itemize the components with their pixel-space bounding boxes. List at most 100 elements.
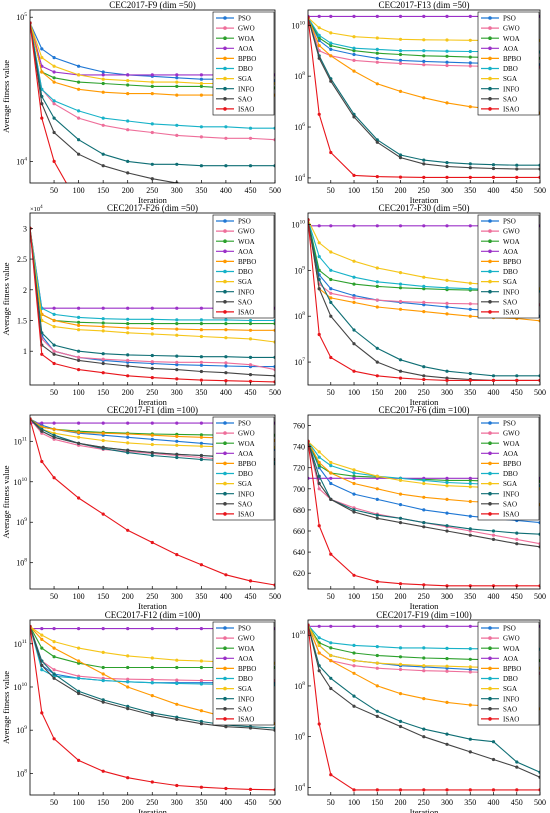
x-tick-label: 400 — [488, 592, 500, 601]
series-point-gwo — [515, 537, 519, 542]
series-point-info — [150, 711, 154, 715]
legend-label: SGA — [503, 278, 517, 286]
series-point-bpbo — [468, 105, 472, 109]
series-line-gwo — [30, 22, 275, 141]
series-point-isao — [352, 369, 356, 373]
y-tick-label: 108 — [294, 681, 305, 691]
series-point-sga — [175, 333, 179, 337]
series-point-sao — [422, 162, 426, 166]
series-point-bpbo — [375, 487, 379, 491]
series-point-dbo — [352, 643, 356, 648]
series-point-aoa — [317, 14, 321, 18]
series-point-sao — [515, 542, 519, 546]
x-tick-label: 450 — [244, 592, 256, 601]
series-point-bpbo — [329, 471, 333, 475]
series-point-bpbo — [150, 326, 154, 331]
x-axis-label: Iteration — [410, 195, 440, 205]
series-point-gwo — [77, 355, 81, 359]
series-point-aoa — [398, 14, 403, 18]
series-point-sao — [40, 102, 44, 106]
series-point-isao — [102, 225, 105, 228]
series-point-aoa — [398, 224, 403, 228]
series-point-isao — [77, 368, 81, 372]
series-line-isao — [30, 626, 275, 791]
series-point-woa — [77, 661, 81, 665]
series-point-dbo — [329, 41, 333, 45]
legend-marker — [223, 107, 227, 111]
x-tick-label: 350 — [195, 186, 207, 195]
series-point-bpbo — [398, 692, 403, 696]
series-point-isao — [491, 378, 496, 382]
series-point-info — [352, 328, 356, 332]
x-tick-label: 50 — [327, 186, 335, 195]
legend-label: AOA — [238, 45, 253, 53]
legend-label: AOA — [238, 248, 253, 256]
series-point-bpbo — [329, 296, 333, 300]
x-tick-label: 450 — [511, 592, 523, 601]
legend-marker — [223, 36, 227, 40]
y-tick-label: 620 — [293, 569, 305, 578]
series-point-bpbo — [40, 637, 44, 642]
series-point-sga — [352, 468, 356, 472]
series-point-info — [199, 719, 203, 724]
series-point-info — [468, 737, 472, 741]
legend-marker — [488, 259, 492, 264]
series-point-isao — [375, 788, 379, 792]
y-tick-label: 740 — [293, 443, 305, 452]
series-point-info — [398, 719, 403, 724]
legend-marker — [488, 219, 492, 223]
y-tick-exponent: 9 — [24, 517, 27, 523]
series-point-isao — [52, 737, 56, 741]
legend-label: ISAO — [503, 106, 519, 114]
legend-label: INFO — [238, 695, 254, 703]
series-point-aoa — [52, 306, 56, 310]
series-point-bpbo — [248, 328, 253, 332]
series-point-sao — [77, 441, 81, 445]
legend-label: GWO — [503, 635, 520, 643]
legend-marker — [223, 491, 227, 496]
series-point-bpbo — [150, 694, 154, 698]
series-point-sao — [329, 686, 333, 691]
series-point-sga — [199, 659, 203, 663]
series-point-bpbo — [52, 646, 56, 650]
legend-marker — [488, 421, 492, 425]
series-point-sao — [375, 140, 379, 144]
series-point-gwo — [224, 136, 228, 140]
series-point-sga — [329, 653, 333, 658]
chart-panel: CEC2017-F26 (dim =50)50 100 150 200 250 300 35… — [1, 203, 281, 407]
x-tick-label: 300 — [171, 388, 183, 397]
series-point-pso — [352, 294, 356, 298]
series-point-sao — [422, 525, 426, 529]
series-point-aoa — [175, 306, 179, 310]
x-tick-label: 150 — [371, 798, 383, 807]
legend-marker — [488, 481, 492, 486]
series-point-dbo — [52, 312, 56, 316]
series-line-sao — [308, 441, 540, 548]
series-point-aoa — [445, 476, 449, 480]
series-point-info — [352, 694, 356, 698]
x-tick-label: 400 — [220, 798, 232, 807]
series-point-isao — [317, 112, 321, 116]
series-point-aoa — [126, 627, 130, 631]
series-point-aoa — [126, 421, 130, 425]
y-tick-label: 1011 — [14, 436, 28, 446]
legend-label: DBO — [238, 675, 253, 683]
x-tick-label: 150 — [371, 592, 383, 601]
series-line-info — [308, 441, 540, 535]
series-point-gwo — [199, 135, 203, 139]
series-point-bpbo — [352, 671, 356, 675]
legend-marker — [223, 56, 227, 61]
series-point-bpbo — [77, 323, 81, 327]
x-tick-label: 200 — [122, 592, 134, 601]
series-point-woa — [199, 433, 203, 437]
x-tick-label: 450 — [511, 798, 523, 807]
series-point-isao — [199, 785, 203, 789]
series-point-isao — [224, 573, 228, 577]
series-point-isao — [329, 150, 333, 155]
series-point-aoa — [375, 624, 379, 628]
series-point-pso — [445, 60, 449, 64]
y-tick-label: 108 — [16, 768, 27, 778]
series-point-dbo — [352, 46, 356, 50]
series-point-pso — [422, 303, 426, 307]
series-point-pso — [352, 492, 356, 496]
